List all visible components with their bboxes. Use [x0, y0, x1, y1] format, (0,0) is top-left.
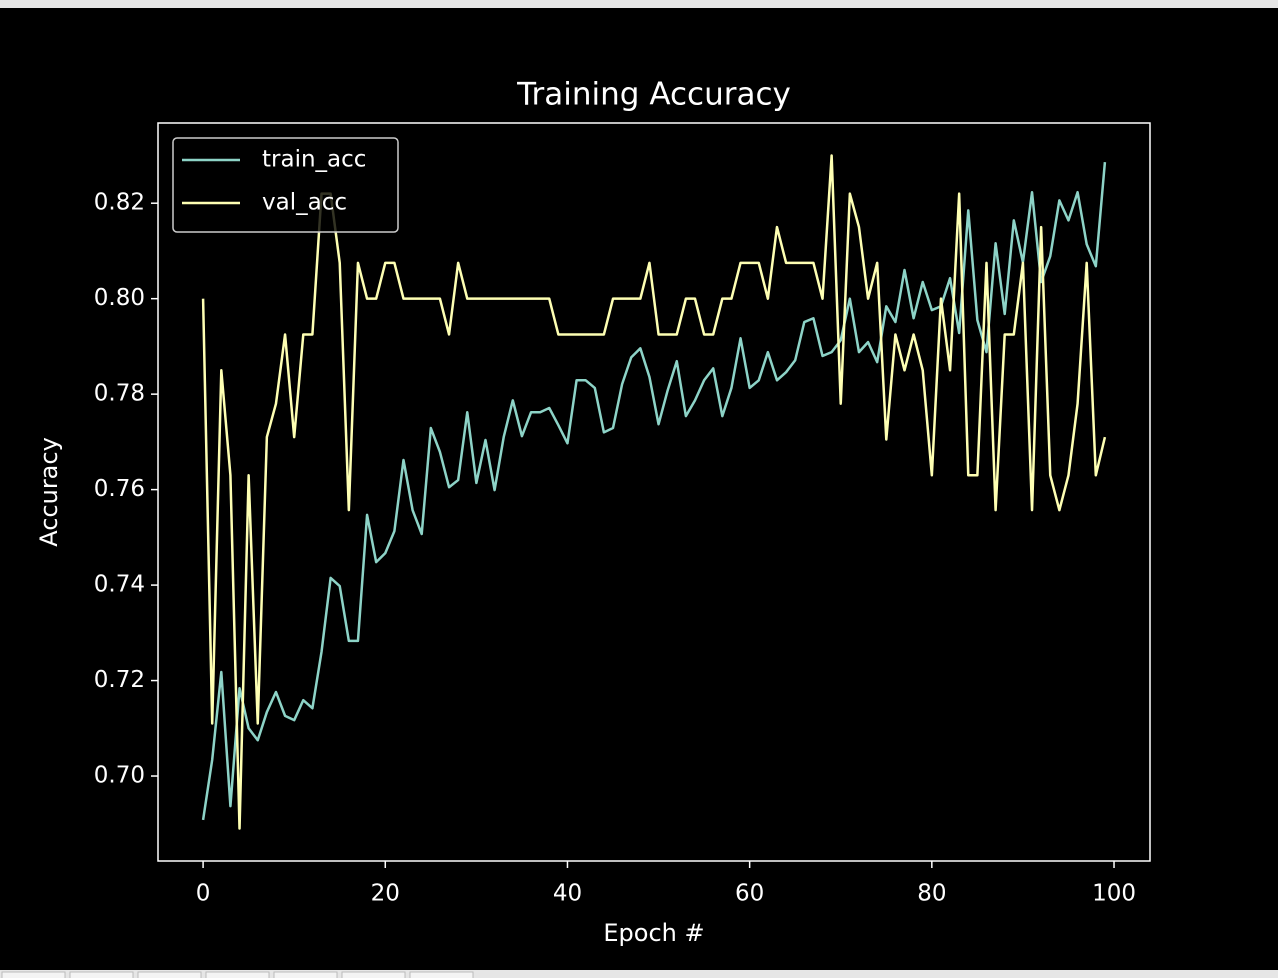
- legend-label: val_acc: [262, 190, 347, 216]
- y-tick-label: 0.80: [94, 285, 145, 311]
- legend-label: train_acc: [262, 147, 366, 173]
- y-axis-label: Accuracy: [35, 437, 63, 547]
- y-tick-label: 0.70: [94, 763, 145, 789]
- legend-box: [172, 137, 399, 233]
- x-tick-label: 60: [735, 881, 764, 907]
- x-tick-label: 80: [917, 881, 946, 907]
- chart-title: Training Accuracy: [516, 77, 791, 113]
- line-series: [201, 154, 1107, 830]
- x-tick-label: 100: [1092, 881, 1136, 907]
- y-tick-label: 0.78: [94, 381, 145, 407]
- y-tick-label: 0.72: [94, 667, 145, 693]
- plot-frame: [157, 122, 1151, 862]
- toolbar-tabs: [1, 971, 474, 978]
- y-tick-label: 0.76: [94, 476, 145, 502]
- y-tick-label: 0.74: [94, 572, 145, 598]
- y-tick-label: 0.82: [94, 190, 145, 216]
- x-axis-label: Epoch #: [603, 919, 704, 947]
- window-bottom-bar: [0, 970, 1278, 978]
- x-tick-label: 40: [553, 881, 582, 907]
- x-tick-label: 0: [196, 881, 211, 907]
- window-top-bar: [0, 0, 1278, 8]
- x-tick-label: 20: [371, 881, 400, 907]
